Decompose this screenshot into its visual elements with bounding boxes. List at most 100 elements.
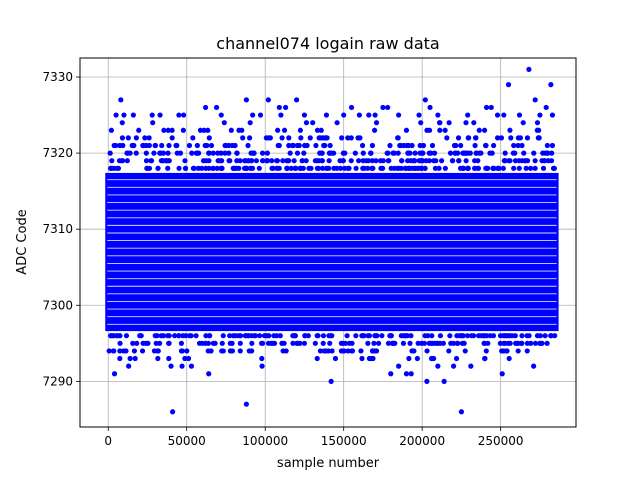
data-point (485, 165, 491, 171)
data-point (146, 135, 152, 141)
data-point (428, 150, 434, 156)
data-point (316, 135, 322, 141)
data-point (539, 340, 545, 346)
data-point (506, 355, 512, 362)
data-point (426, 127, 433, 133)
data-point (190, 165, 196, 171)
data-point (127, 150, 133, 156)
data-point (327, 340, 333, 346)
data-point (415, 340, 421, 346)
y-axis-ticks: 7290 7300 7310 7320 7330 (42, 70, 80, 388)
data-point (491, 142, 497, 149)
data-point (418, 120, 424, 126)
data-point (369, 158, 376, 164)
data-point (519, 333, 525, 339)
x-tick-label: 250000 (478, 434, 524, 448)
data-point (449, 158, 456, 164)
data-point (323, 135, 329, 141)
data-point (323, 348, 329, 354)
data-point (245, 142, 251, 149)
data-point (152, 333, 158, 339)
data-point (355, 135, 361, 141)
data-point (133, 150, 139, 156)
data-point (524, 333, 530, 339)
data-point (188, 363, 195, 369)
data-point (206, 150, 212, 156)
data-point (206, 333, 213, 339)
data-point (297, 127, 303, 133)
data-point (182, 355, 188, 362)
data-point (395, 150, 401, 156)
data-point (399, 158, 405, 164)
data-point (416, 112, 422, 118)
data-point (359, 355, 365, 362)
data-point (332, 355, 339, 362)
data-point (453, 355, 460, 362)
data-point (226, 142, 232, 149)
data-point (259, 355, 265, 362)
data-point (499, 371, 505, 377)
data-point (396, 363, 402, 369)
data-point (431, 150, 438, 156)
data-point (442, 127, 448, 133)
data-point (387, 142, 393, 149)
data-point (176, 333, 182, 339)
data-point (532, 97, 538, 103)
data-point (497, 340, 503, 346)
data-point (321, 142, 327, 149)
data-point (158, 150, 164, 156)
data-point (342, 165, 348, 171)
data-point (446, 348, 452, 354)
data-point (320, 340, 326, 346)
data-point (182, 333, 189, 339)
data-point (108, 127, 115, 133)
data-point (515, 348, 521, 354)
data-point (481, 127, 488, 133)
data-point (279, 340, 285, 346)
data-point (251, 150, 257, 156)
data-point (249, 348, 255, 354)
data-point (151, 150, 157, 156)
data-point (408, 371, 414, 377)
data-point (310, 120, 316, 126)
data-point (428, 355, 435, 362)
data-point (481, 333, 487, 339)
data-point (243, 333, 249, 339)
plot-frame (79, 57, 577, 428)
data-point (531, 150, 537, 156)
data-point (303, 158, 309, 164)
data-point (476, 127, 482, 133)
data-point (353, 333, 359, 339)
data-point (205, 127, 211, 133)
data-point (148, 158, 154, 164)
data-point (222, 142, 228, 149)
data-point (380, 104, 386, 111)
data-point (270, 165, 276, 171)
data-point (229, 348, 236, 354)
data-point (235, 333, 242, 339)
data-point (182, 158, 188, 164)
data-point (302, 333, 308, 339)
data-point (483, 142, 489, 149)
data-point (356, 112, 362, 118)
data-point (380, 158, 386, 164)
data-point (134, 340, 140, 346)
data-point (226, 158, 232, 164)
data-point (331, 150, 337, 156)
data-point (471, 120, 477, 126)
data-point (210, 150, 216, 156)
data-point (286, 142, 292, 149)
data-point (295, 340, 301, 346)
data-point (412, 150, 418, 156)
data-point (473, 135, 479, 141)
data-point (403, 127, 410, 133)
data-point (460, 165, 467, 171)
data-point (109, 158, 115, 164)
data-point (456, 158, 462, 164)
data-point (294, 97, 300, 103)
data-point (228, 127, 234, 133)
data-point (375, 340, 382, 346)
data-point (400, 340, 407, 346)
data-point (395, 165, 401, 171)
data-point (329, 348, 335, 354)
